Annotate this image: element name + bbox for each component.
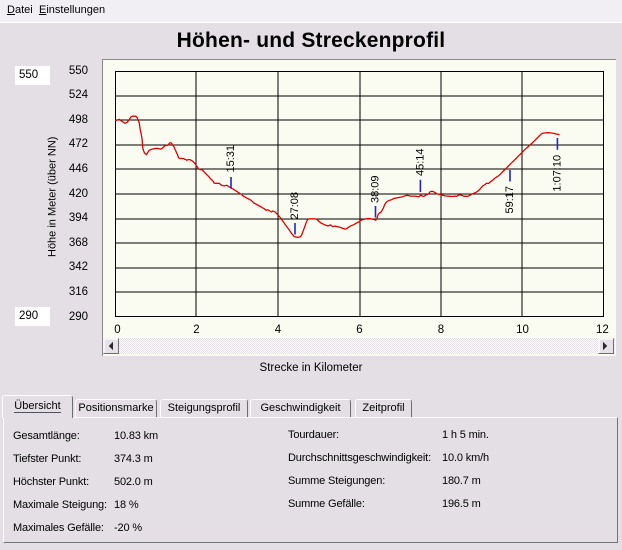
svg-text:59:17: 59:17 <box>504 186 516 214</box>
svg-text:8: 8 <box>438 324 444 336</box>
svg-text:27:08: 27:08 <box>289 192 301 220</box>
svg-text:2: 2 <box>193 324 199 336</box>
svg-text:38:09: 38:09 <box>370 175 382 203</box>
svg-text:4: 4 <box>275 324 282 336</box>
svg-text:12: 12 <box>596 324 609 336</box>
svg-text:0: 0 <box>114 324 120 336</box>
svg-text:Höhe in Meter (über NN): Höhe in Meter (über NN) <box>47 137 59 257</box>
svg-text:15:31: 15:31 <box>225 145 237 173</box>
svg-text:6: 6 <box>356 324 362 336</box>
svg-text:10: 10 <box>516 324 529 336</box>
svg-text:1:07:10: 1:07:10 <box>552 155 564 192</box>
svg-text:45:14: 45:14 <box>415 148 427 176</box>
